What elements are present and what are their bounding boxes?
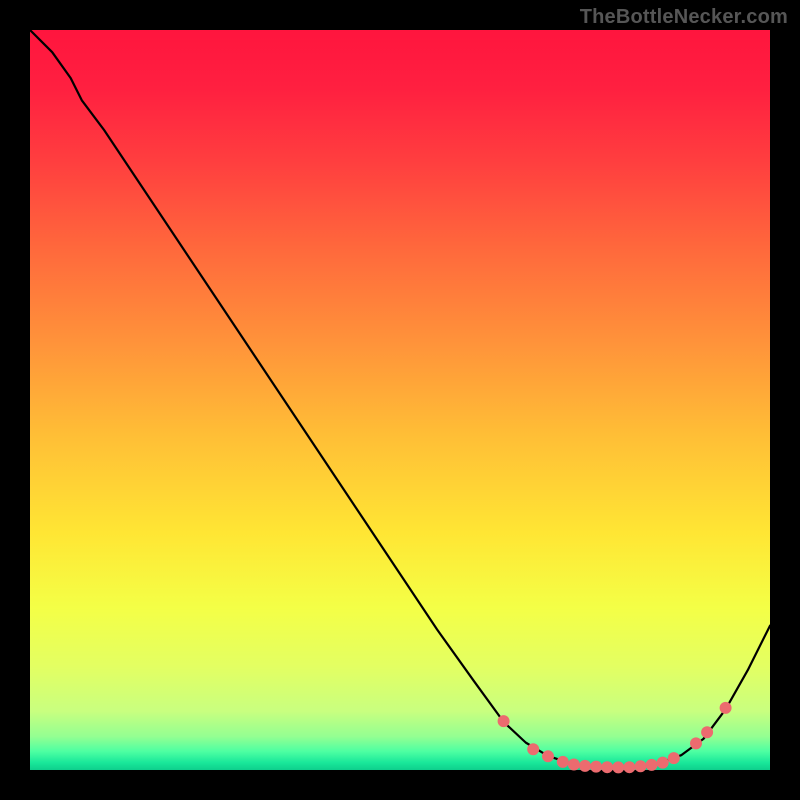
curve-marker	[624, 762, 635, 773]
curve-marker	[702, 727, 713, 738]
curve-marker	[635, 761, 646, 772]
curve-marker	[557, 756, 568, 767]
watermark-text: TheBottleNecker.com	[580, 6, 788, 29]
curve-marker	[720, 702, 731, 713]
curve-marker	[580, 760, 591, 771]
curve-marker	[668, 753, 679, 764]
curve-marker	[543, 751, 554, 762]
curve-marker	[691, 738, 702, 749]
curve-marker	[602, 762, 613, 773]
curve-marker	[591, 761, 602, 772]
curve-marker	[646, 759, 657, 770]
curve-marker	[657, 757, 668, 768]
chart-background	[30, 30, 770, 770]
curve-marker	[498, 716, 509, 727]
curve-marker	[568, 759, 579, 770]
curve-marker	[613, 762, 624, 773]
bottleneck-curve-chart	[0, 0, 800, 800]
curve-marker	[528, 744, 539, 755]
